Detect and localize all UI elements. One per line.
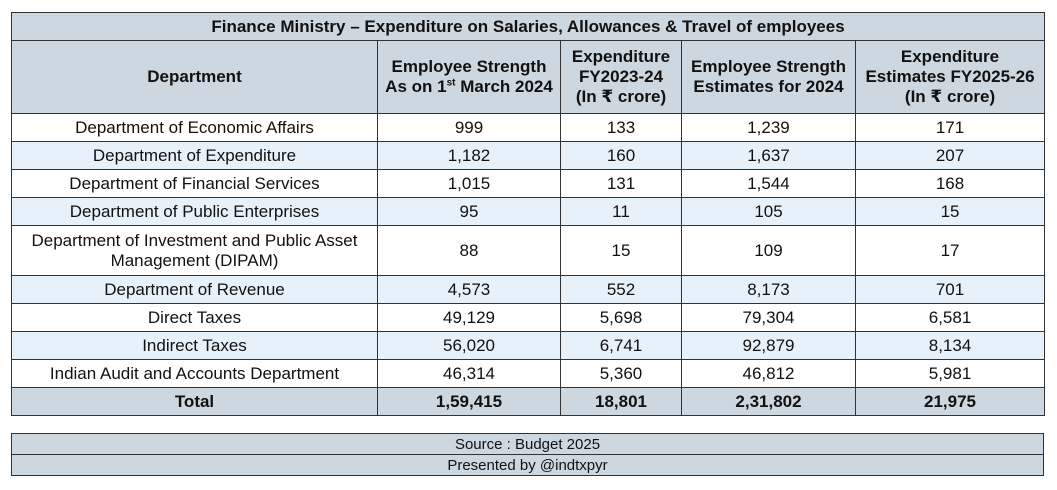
dept-cell: Indian Audit and Accounts Department bbox=[11, 359, 378, 388]
strength-cell: 1,015 bbox=[377, 169, 561, 198]
footer-table: Source : Budget 2025 Presented by @indtx… bbox=[11, 433, 1044, 476]
strength-estimate-cell: 1,544 bbox=[681, 169, 856, 198]
table-row: Department of Revenue 4,573 552 8,173 70… bbox=[11, 275, 1046, 304]
expenditure-cell: 5,360 bbox=[560, 359, 682, 388]
table-row: Indirect Taxes 56,020 6,741 92,879 8,134 bbox=[11, 331, 1046, 360]
expenditure-cell: 6,741 bbox=[560, 331, 682, 360]
header-strength-2024: Employee Strength As on 1st March 2024 bbox=[377, 40, 561, 114]
strength-estimate-cell: 1,637 bbox=[681, 141, 856, 170]
dept-cell: Direct Taxes bbox=[11, 303, 378, 332]
total-expenditure-estimate: 21,975 bbox=[854, 387, 1046, 416]
strength-estimate-cell: 1,239 bbox=[681, 113, 856, 142]
header-expenditure-estimates: Expenditure Estimates FY2025-26 (In ₹ cr… bbox=[854, 40, 1046, 114]
strength-estimate-cell: 109 bbox=[681, 225, 856, 276]
table-row: Department of Expenditure 1,182 160 1,63… bbox=[11, 141, 1046, 170]
expenditure-cell: 131 bbox=[560, 169, 682, 198]
strength-cell: 1,182 bbox=[377, 141, 561, 170]
total-strength-estimate: 2,31,802 bbox=[681, 387, 856, 416]
expenditure-estimate-cell: 701 bbox=[854, 275, 1046, 304]
table-row: Department of Public Enterprises 95 11 1… bbox=[11, 197, 1046, 226]
total-label: Total bbox=[11, 387, 378, 416]
strength-cell: 46,314 bbox=[377, 359, 561, 388]
dept-cell: Department of Revenue bbox=[11, 275, 378, 304]
strength-estimate-cell: 46,812 bbox=[681, 359, 856, 388]
dept-cell: Department of Economic Affairs bbox=[11, 113, 378, 142]
strength-cell: 88 bbox=[377, 225, 561, 276]
header-row: Department Employee Strength As on 1st M… bbox=[11, 40, 1046, 114]
header-department: Department bbox=[11, 40, 378, 114]
expenditure-cell: 160 bbox=[560, 141, 682, 170]
strength-estimate-cell: 105 bbox=[681, 197, 856, 226]
table-title-row: Finance Ministry – Expenditure on Salari… bbox=[10, 12, 1046, 41]
header-expenditure-2324: Expenditure FY2023-24 (In ₹ crore) bbox=[560, 40, 682, 114]
table-row: Direct Taxes 49,129 5,698 79,304 6,581 bbox=[11, 303, 1046, 332]
dept-cell: Department of Investment and Public Asse… bbox=[11, 225, 378, 276]
expenditure-cell: 5,698 bbox=[560, 303, 682, 332]
strength-cell: 95 bbox=[377, 197, 561, 226]
expenditure-cell: 11 bbox=[560, 197, 682, 226]
expenditure-cell: 15 bbox=[560, 225, 682, 276]
dept-cell: Department of Expenditure bbox=[11, 141, 378, 170]
expenditure-estimate-cell: 8,134 bbox=[854, 331, 1046, 360]
expenditure-estimate-cell: 207 bbox=[854, 141, 1046, 170]
strength-cell: 56,020 bbox=[377, 331, 561, 360]
expenditure-estimate-cell: 15 bbox=[854, 197, 1046, 226]
expenditure-estimate-cell: 17 bbox=[854, 225, 1046, 276]
strength-estimate-cell: 8,173 bbox=[681, 275, 856, 304]
dept-cell: Indirect Taxes bbox=[11, 331, 378, 360]
strength-cell: 4,573 bbox=[377, 275, 561, 304]
strength-cell: 999 bbox=[377, 113, 561, 142]
presented-by-note: Presented by @indtxpyr bbox=[11, 454, 1044, 476]
expenditure-cell: 552 bbox=[560, 275, 682, 304]
table-row: Department of Financial Services 1,015 1… bbox=[11, 169, 1046, 198]
total-expenditure: 18,801 bbox=[560, 387, 682, 416]
source-note: Source : Budget 2025 bbox=[11, 433, 1044, 455]
expenditure-estimate-cell: 168 bbox=[854, 169, 1046, 198]
expenditure-estimate-cell: 6,581 bbox=[854, 303, 1046, 332]
expenditure-table: Finance Ministry – Expenditure on Salari… bbox=[10, 12, 1046, 416]
expenditure-estimate-cell: 5,981 bbox=[854, 359, 1046, 388]
expenditure-cell: 133 bbox=[560, 113, 682, 142]
strength-estimate-cell: 79,304 bbox=[681, 303, 856, 332]
dept-cell: Department of Financial Services bbox=[11, 169, 378, 198]
header-strength-estimates: Employee Strength Estimates for 2024 bbox=[681, 40, 856, 114]
table-row: Indian Audit and Accounts Department 46,… bbox=[11, 359, 1046, 388]
table-title: Finance Ministry – Expenditure on Salari… bbox=[10, 12, 1046, 41]
strength-estimate-cell: 92,879 bbox=[681, 331, 856, 360]
total-strength: 1,59,415 bbox=[377, 387, 561, 416]
total-row: Total 1,59,415 18,801 2,31,802 21,975 bbox=[11, 387, 1046, 416]
expenditure-estimate-cell: 171 bbox=[854, 113, 1046, 142]
table-row: Department of Economic Affairs 999 133 1… bbox=[11, 113, 1046, 142]
strength-cell: 49,129 bbox=[377, 303, 561, 332]
table-row: Department of Investment and Public Asse… bbox=[11, 225, 1046, 276]
dept-cell: Department of Public Enterprises bbox=[11, 197, 378, 226]
